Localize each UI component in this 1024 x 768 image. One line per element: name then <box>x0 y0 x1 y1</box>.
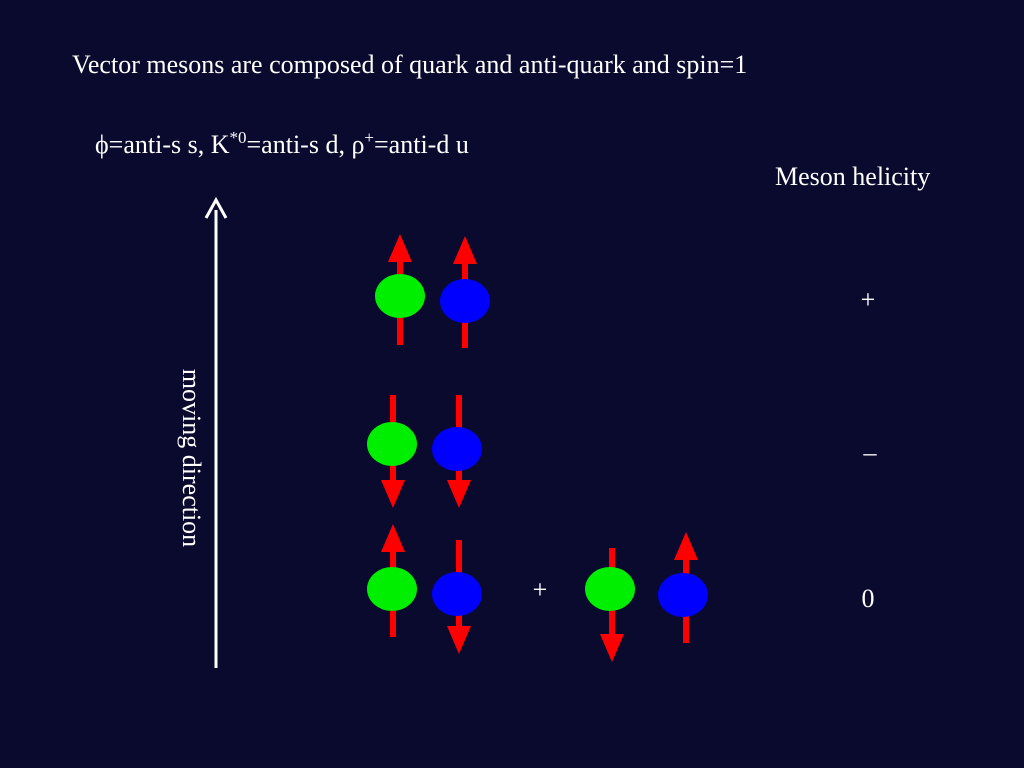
arrow-head <box>204 196 228 219</box>
arrow-head <box>381 524 405 552</box>
title: Vector mesons are composed of quark and … <box>72 50 747 79</box>
anti-quark <box>658 573 708 617</box>
quark <box>375 274 425 318</box>
anti-quark <box>432 427 482 471</box>
anti-quark <box>432 572 482 616</box>
axis-label: moving direction <box>177 369 206 547</box>
quark <box>367 422 417 466</box>
arrow-head <box>447 480 471 508</box>
helicity-title: Meson helicity <box>775 162 930 191</box>
state-plus <box>375 234 490 348</box>
anti-quark <box>440 279 490 323</box>
quark <box>367 567 417 611</box>
state-minus <box>367 395 482 508</box>
text: ϕ=anti-s s, K <box>95 130 230 159</box>
direction-arrow <box>204 196 228 668</box>
composition-line: ϕ=anti-s s, K*0=anti-s d, ρ+=anti-d u <box>95 128 469 159</box>
text: =anti-d u <box>374 130 469 159</box>
helicity-label: 0 <box>862 584 875 613</box>
plus-operator: + <box>533 575 548 604</box>
arrow-head <box>674 532 698 560</box>
superscript: *0 <box>230 128 247 147</box>
arrow-head <box>453 236 477 264</box>
state-zero <box>367 524 708 662</box>
arrow-head <box>388 234 412 262</box>
arrow-head <box>600 634 624 662</box>
text: =anti-s d, ρ <box>247 130 365 159</box>
arrow-head <box>381 480 405 508</box>
arrow-head <box>447 626 471 654</box>
helicity-label: + <box>861 285 876 314</box>
helicity-label: – <box>863 438 878 467</box>
quark <box>585 567 635 611</box>
superscript: + <box>364 128 374 147</box>
